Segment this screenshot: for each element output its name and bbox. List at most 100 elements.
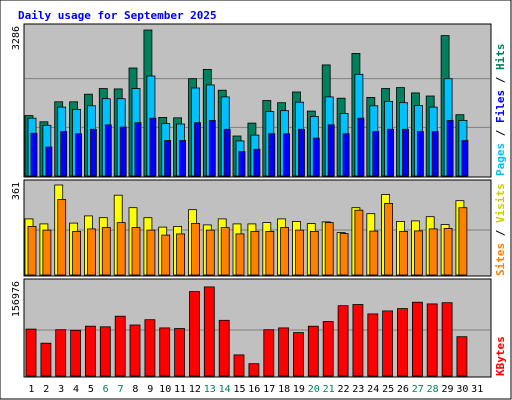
bar-pages-day-3 — [60, 131, 68, 177]
bar-kbytes-day-16 — [248, 363, 260, 377]
x-tick-label-18: 18 — [278, 384, 290, 395]
bars — [24, 29, 469, 377]
x-axis-labels: 1 2 3 4 5 6 7 8 9 10 11 12 13 14 15 16 17 18 19 20 21 22 23 24 2… — [28, 384, 483, 395]
bar-kbytes-day-2 — [40, 342, 52, 377]
bar-pages-day-14 — [223, 128, 231, 177]
x-tick-label-14: 14 — [219, 384, 231, 395]
x-tick-label-9: 9 — [147, 384, 153, 395]
bar-kbytes-day-9 — [144, 319, 156, 377]
legend-separator: / — [494, 70, 507, 90]
bar-kbytes-day-13 — [203, 286, 215, 377]
bar-kbytes-day-22 — [337, 305, 349, 377]
chart-title: Daily usage for September 2025 — [18, 9, 217, 22]
x-tick-label-28: 28 — [427, 384, 439, 395]
bar-pages-day-19 — [298, 128, 305, 177]
bar-sites-day-29 — [443, 227, 453, 276]
x-tick-label-27: 27 — [412, 384, 424, 395]
legend-pages: Pages — [494, 143, 507, 176]
bar-kbytes-day-1 — [25, 328, 37, 377]
bar-pages-day-30 — [461, 140, 469, 177]
x-tick-label-19: 19 — [293, 384, 305, 395]
bar-kbytes-day-27 — [411, 301, 423, 377]
bar-pages-day-22 — [342, 133, 350, 177]
bar-kbytes-day-28 — [426, 303, 438, 377]
bar-pages-day-4 — [75, 133, 82, 177]
bar-sites-day-1 — [27, 225, 37, 276]
panel-2-ymax-label: 361 — [11, 182, 22, 200]
x-tick-label-23: 23 — [352, 384, 364, 395]
bar-pages-day-15 — [238, 151, 246, 177]
panel-1-legend: Pages / Files / Hits — [494, 44, 507, 177]
bar-pages-day-7 — [119, 126, 127, 177]
bar-pages-day-20 — [312, 137, 320, 177]
bar-kbytes-day-11 — [174, 328, 186, 377]
bar-sites-day-23 — [354, 209, 364, 276]
bar-sites-day-12 — [191, 222, 200, 276]
bar-sites-day-4 — [72, 230, 81, 276]
panel-1-ymax-label: 3286 — [11, 26, 22, 50]
bar-sites-day-19 — [295, 229, 304, 276]
x-tick-label-2: 2 — [43, 384, 49, 395]
bar-kbytes-day-21 — [322, 321, 334, 377]
bar-sites-day-20 — [309, 230, 319, 276]
bar-kbytes-day-7 — [114, 315, 126, 377]
bar-kbytes-day-8 — [129, 324, 141, 377]
bar-sites-day-2 — [42, 229, 52, 276]
bar-sites-day-15 — [235, 233, 245, 276]
x-tick-label-21: 21 — [323, 384, 335, 395]
legend-sites: Sites — [494, 243, 507, 276]
bar-pages-day-2 — [45, 146, 53, 177]
x-tick-label-4: 4 — [73, 384, 79, 395]
bar-pages-day-13 — [208, 120, 216, 177]
bar-kbytes-day-6 — [99, 326, 111, 377]
bar-sites-day-16 — [250, 230, 260, 276]
bar-sites-day-22 — [339, 233, 349, 276]
bar-kbytes-day-23 — [352, 304, 364, 377]
bar-sites-day-30 — [458, 207, 468, 276]
bar-pages-day-5 — [90, 128, 97, 177]
bar-sites-day-6 — [101, 227, 111, 276]
bar-kbytes-day-15 — [233, 354, 245, 377]
legend-visits: Visits — [494, 183, 507, 223]
bar-pages-day-27 — [416, 131, 424, 177]
x-tick-label-1: 1 — [28, 384, 34, 395]
bar-kbytes-day-10 — [159, 327, 171, 377]
bar-kbytes-day-17 — [263, 329, 275, 377]
x-tick-label-6: 6 — [103, 384, 109, 395]
legend-separator: / — [494, 123, 507, 143]
x-tick-label-10: 10 — [159, 384, 171, 395]
bar-pages-day-17 — [268, 133, 276, 177]
bar-pages-day-1 — [30, 132, 38, 177]
x-tick-label-7: 7 — [118, 384, 124, 395]
bar-pages-day-12 — [194, 122, 201, 177]
bar-sites-day-17 — [265, 230, 275, 276]
x-tick-label-15: 15 — [233, 384, 245, 395]
bar-sites-day-10 — [161, 234, 171, 276]
panel-2-legend: Sites / Visits — [494, 183, 507, 276]
legend-hits: Hits — [494, 44, 507, 71]
legend-files: Files — [494, 90, 507, 123]
x-tick-label-29: 29 — [441, 384, 453, 395]
bar-kbytes-day-14 — [218, 319, 230, 377]
bar-pages-day-26 — [402, 128, 409, 177]
x-tick-label-31: 31 — [471, 384, 483, 395]
bar-sites-day-3 — [57, 199, 67, 276]
bar-kbytes-day-4 — [70, 329, 81, 377]
x-tick-label-16: 16 — [248, 384, 260, 395]
bar-pages-day-6 — [104, 124, 112, 177]
bar-sites-day-8 — [131, 227, 141, 276]
bar-kbytes-day-29 — [441, 302, 453, 377]
bar-pages-day-9 — [149, 117, 157, 177]
bar-pages-day-10 — [164, 140, 172, 177]
bar-kbytes-day-30 — [456, 336, 468, 377]
x-tick-label-12: 12 — [189, 384, 201, 395]
bar-pages-day-29 — [446, 120, 454, 177]
bar-kbytes-day-18 — [278, 327, 290, 377]
bar-sites-day-24 — [369, 230, 379, 276]
bar-sites-day-13 — [205, 229, 215, 276]
bar-sites-day-21 — [324, 222, 334, 276]
bar-pages-day-8 — [134, 122, 142, 177]
bar-pages-day-16 — [253, 148, 261, 177]
bar-kbytes-day-24 — [367, 313, 379, 377]
